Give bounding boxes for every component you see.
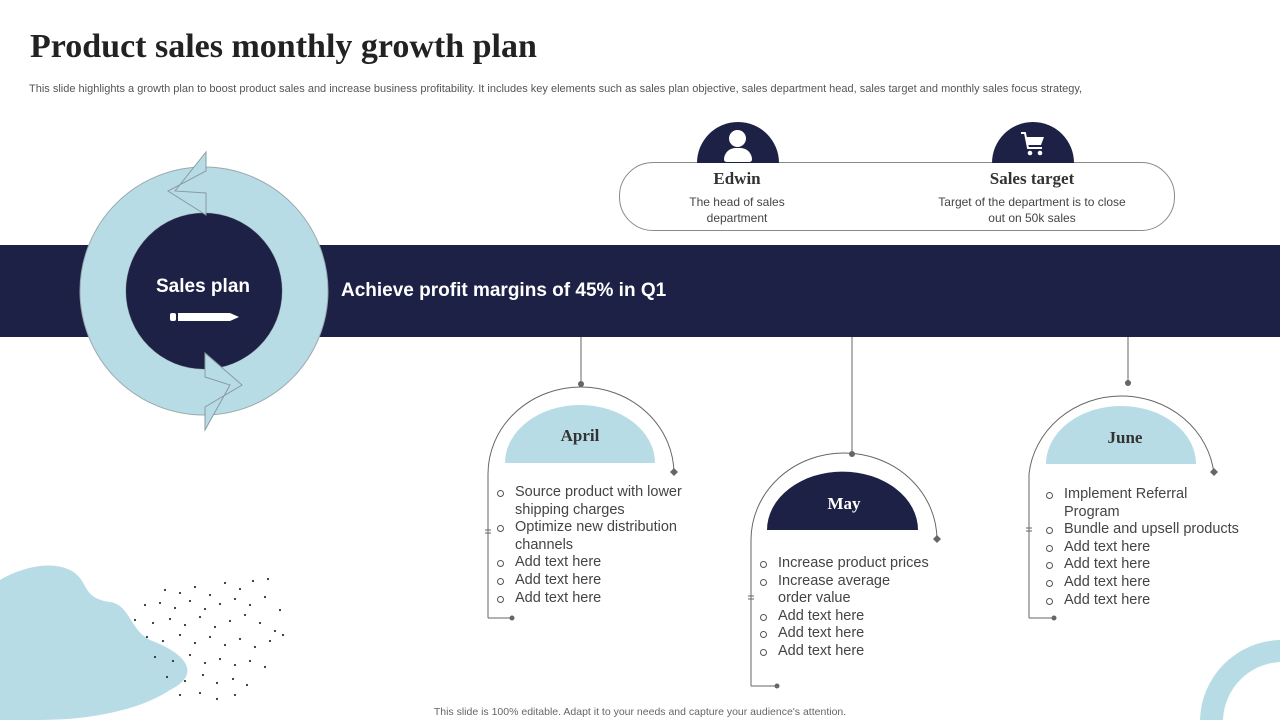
cycle-arrows-graphic (79, 150, 329, 432)
list-item: Implement Referral Program (1044, 486, 1204, 521)
list-item: Bundle and upsell products (1044, 521, 1259, 539)
target-name: Sales target (989, 169, 1075, 188)
page-subtitle: This slide highlights a growth plan to b… (29, 83, 1083, 95)
month-label-june: June (1107, 428, 1143, 447)
list-item: Add text here (495, 572, 685, 590)
target-description: Target of the department is to close out… (938, 195, 1126, 225)
footer-note: This slide is 100% editable. Adapt it to… (433, 706, 847, 718)
month-list-may: Increase product prices Increase average… (758, 555, 958, 661)
pen-icon (170, 313, 239, 321)
list-item: Add text here (758, 625, 958, 643)
decorative-blob (0, 565, 188, 720)
list-item: Add text here (1044, 574, 1259, 592)
sales-objective: Achieve profit margins of 45% in Q1 (341, 280, 667, 301)
list-item: Add text here (758, 608, 958, 626)
list-item: Add text here (495, 554, 685, 572)
shopping-cart-icon (1021, 132, 1044, 156)
page-title: Product sales monthly growth plan (30, 28, 537, 65)
decorative-arc (1200, 640, 1280, 720)
list-item: Optimize new distribution channels (495, 519, 685, 554)
month-list-april: Source product with lower shipping charg… (495, 484, 685, 607)
head-name: Edwin (713, 169, 761, 188)
list-item: Increase average order value (758, 573, 918, 608)
info-box (619, 162, 1175, 231)
decorative-dots (133, 577, 285, 701)
list-item: Add text here (1044, 539, 1259, 557)
head-description: The head of sales department (689, 195, 785, 225)
month-label-april: April (560, 426, 600, 445)
month-label-may: May (827, 494, 861, 513)
list-item: Increase product prices (758, 555, 958, 573)
list-item: Source product with lower shipping charg… (495, 484, 685, 519)
list-item: Add text here (495, 590, 685, 608)
list-item: Add text here (1044, 556, 1259, 574)
sales-plan-label: Sales plan (156, 276, 250, 297)
list-item: Add text here (758, 643, 958, 661)
list-item: Add text here (1044, 592, 1259, 610)
month-list-june: Implement Referral Program Bundle and up… (1044, 486, 1259, 609)
